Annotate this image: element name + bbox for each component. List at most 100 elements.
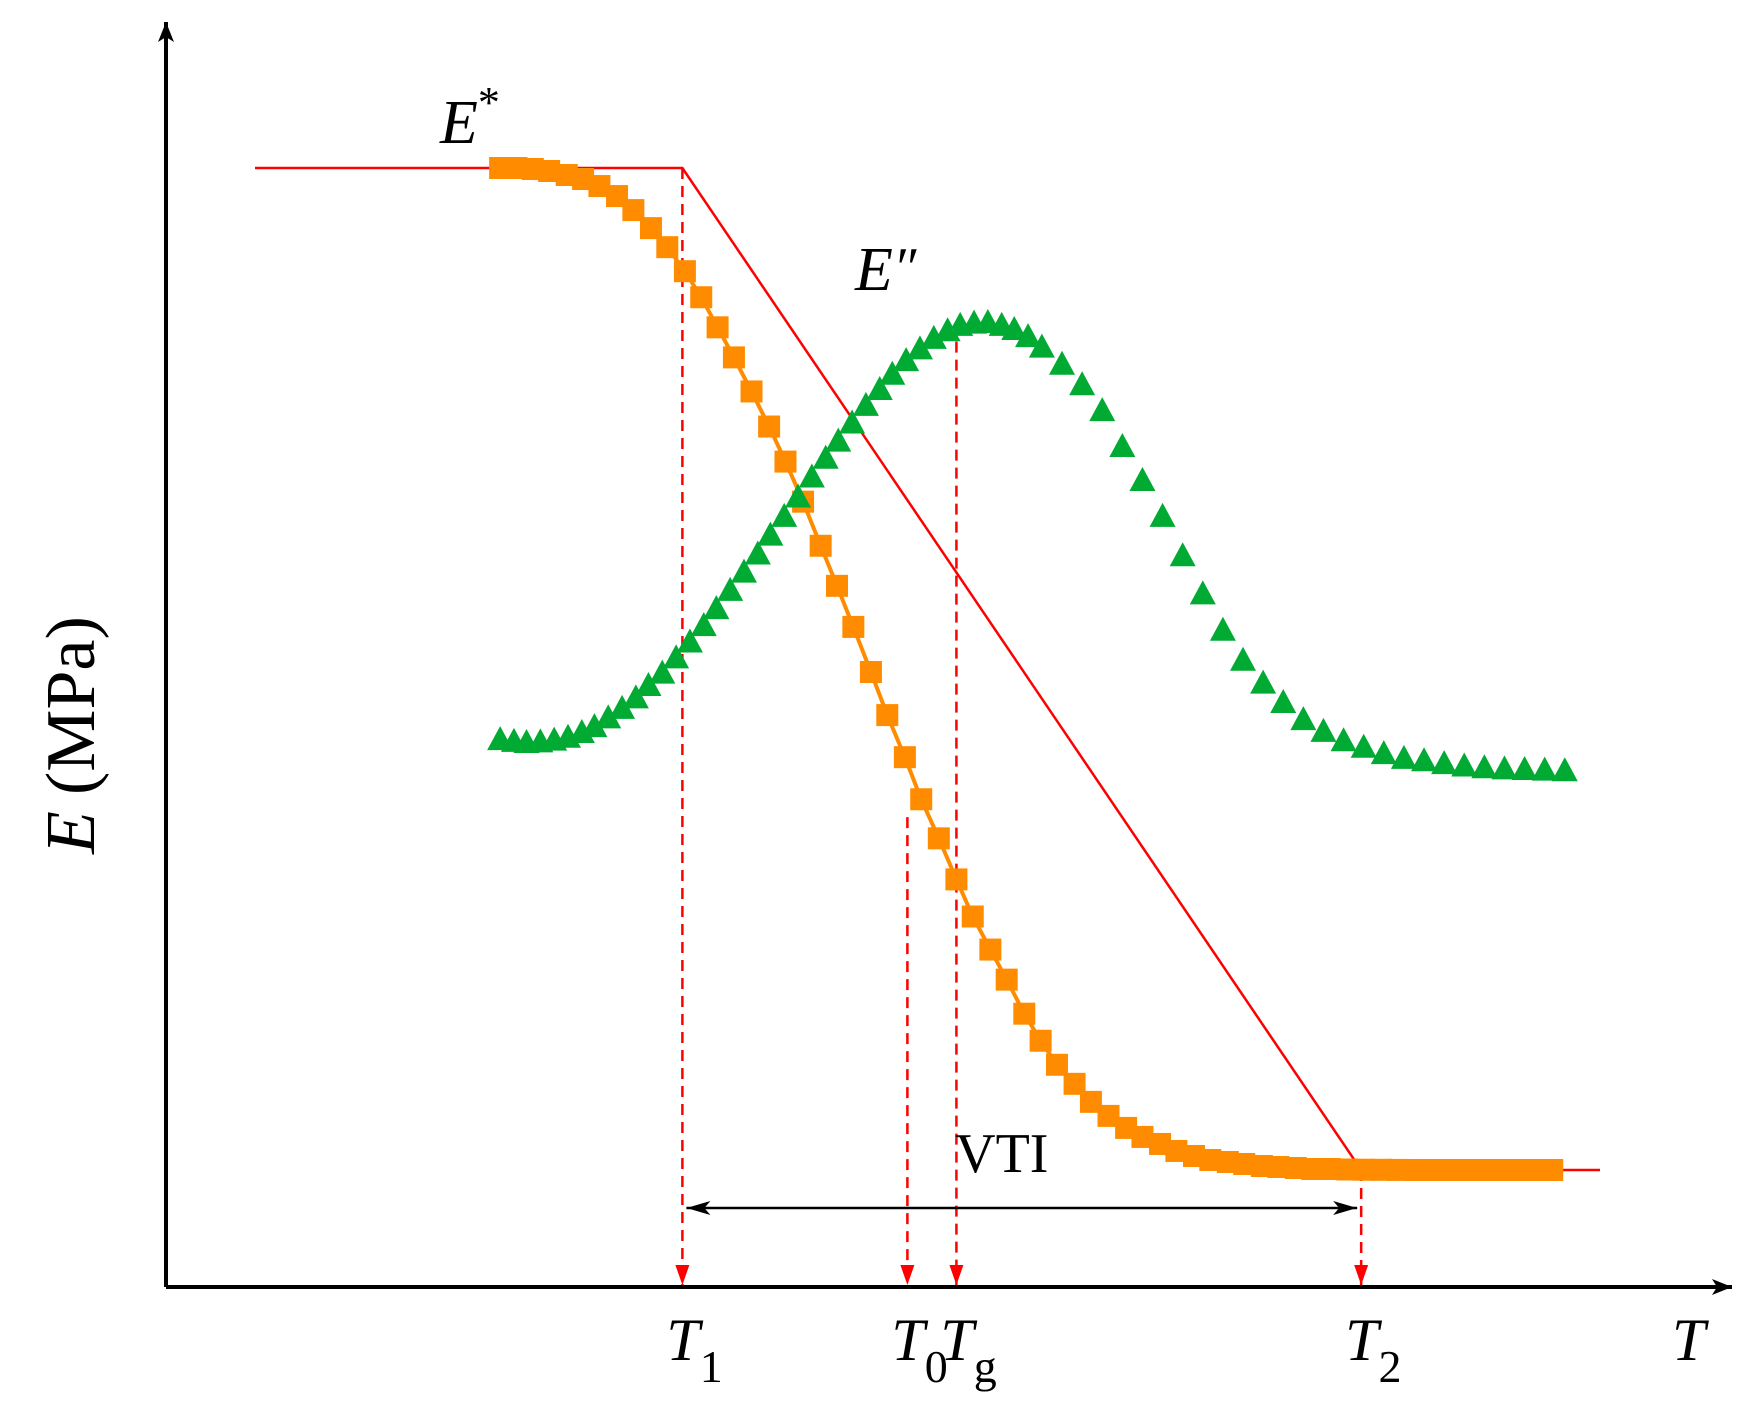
data-point: [1531, 756, 1558, 781]
data-point: [1049, 350, 1076, 375]
data-point: [1250, 669, 1277, 694]
data-point: [730, 558, 757, 583]
data-point: [1350, 733, 1377, 758]
data-point: [1097, 1104, 1120, 1127]
data-point: [1131, 1125, 1154, 1148]
x-axis-label: T: [1672, 1307, 1709, 1373]
data-point: [906, 335, 933, 360]
series-labels: E* E″: [439, 78, 917, 304]
data-point: [757, 521, 784, 546]
data-point: [920, 324, 947, 349]
data-point: [1411, 747, 1438, 772]
data-point: [979, 938, 1002, 961]
data-point: [588, 175, 611, 198]
data-point: [744, 540, 771, 565]
data-point: [690, 286, 713, 309]
data-point: [1451, 752, 1478, 777]
data-point: [1089, 397, 1116, 422]
data-point: [609, 694, 636, 719]
data-point: [1013, 1002, 1036, 1025]
data-point: [879, 360, 906, 385]
data-point: [945, 868, 968, 891]
data-point: [1541, 1159, 1564, 1181]
data-point: [1301, 1157, 1324, 1180]
data-point: [893, 746, 916, 769]
data-point: [1471, 754, 1498, 779]
data-point: [1420, 1159, 1443, 1181]
data-point: [1318, 1157, 1341, 1180]
y-axis-label: E(MPa): [33, 616, 110, 855]
data-point: [690, 612, 717, 637]
data-point: [656, 236, 679, 259]
data-point: [1189, 580, 1216, 605]
data-point: [1431, 750, 1458, 775]
vti-label: VTI: [955, 1123, 1048, 1185]
vti-range: VTI: [686, 1123, 1358, 1215]
data-point: [622, 199, 645, 222]
data-point: [1267, 1155, 1290, 1178]
data-point: [1199, 1148, 1222, 1171]
data-point: [1029, 1029, 1052, 1052]
data-point: [1230, 646, 1257, 671]
data-point: [812, 444, 839, 469]
data-point: [1352, 1158, 1375, 1181]
data-point: [595, 704, 622, 729]
tangent-line: [255, 166, 1600, 1172]
data-point: [1511, 756, 1538, 781]
data-point: [995, 968, 1018, 991]
data-point: [839, 409, 866, 434]
data-point: [740, 380, 763, 403]
data-point: [1438, 1159, 1461, 1181]
data-point: [1015, 323, 1042, 348]
data-point: [1063, 1072, 1086, 1095]
tangent-path: [255, 166, 1600, 1172]
data-point: [842, 615, 865, 638]
tick-label-t2: T2: [1345, 1307, 1401, 1392]
data-point: [771, 502, 798, 527]
series-label-e-double-prime: E″: [854, 236, 917, 304]
data-point: [1390, 744, 1417, 769]
data-point: [1149, 502, 1176, 527]
data-point: [1209, 616, 1236, 641]
data-point: [1028, 333, 1055, 358]
data-point: [893, 347, 920, 372]
data-point: [1001, 316, 1028, 341]
data-point: [809, 534, 832, 557]
data-point: [1506, 1159, 1529, 1181]
data-point: [639, 217, 662, 240]
data-point: [1165, 1139, 1188, 1162]
data-point: [663, 644, 690, 669]
data-point: [774, 450, 797, 473]
series-label-e-star: E*: [439, 78, 500, 157]
data-point: [676, 628, 703, 653]
tick-label-t1: T1: [666, 1307, 722, 1392]
data-point: [581, 713, 608, 738]
data-point: [1045, 1053, 1068, 1076]
data-point: [622, 684, 649, 709]
data-point: [876, 704, 899, 727]
data-point: [1069, 371, 1096, 396]
data-point: [1386, 1158, 1409, 1181]
data-point: [852, 391, 879, 416]
data-point: [717, 576, 744, 601]
data-point: [706, 316, 729, 339]
data-point: [1079, 1090, 1102, 1113]
data-point: [538, 160, 561, 183]
data-point: [1310, 717, 1337, 742]
data-point: [649, 659, 676, 684]
data-point: [635, 672, 662, 697]
data-point: [1370, 740, 1397, 765]
data-point: [1109, 432, 1136, 457]
series-e-star: [489, 157, 1564, 1181]
data-point: [1488, 1159, 1511, 1181]
data-point: [826, 574, 849, 597]
tick-label-t0: T0: [891, 1307, 947, 1392]
data-point: [825, 427, 852, 452]
series-layer: [487, 157, 1578, 1181]
data-point: [785, 483, 812, 508]
data-point: [1491, 755, 1518, 780]
data-point: [1129, 467, 1156, 492]
